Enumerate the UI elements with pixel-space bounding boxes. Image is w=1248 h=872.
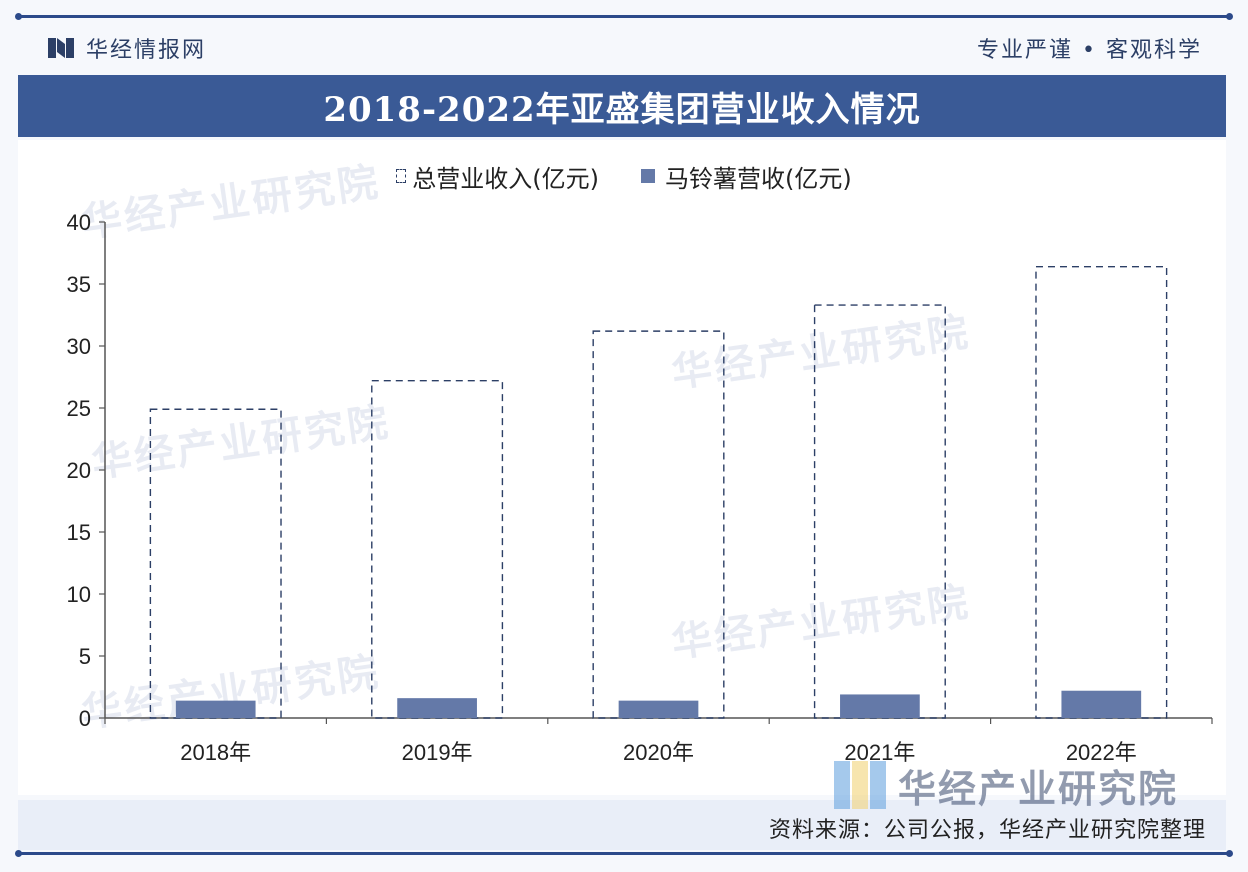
brand: 华经情报网 [48,32,206,64]
x-tick-label: 2019年 [402,740,473,765]
chart-title: 2018-2022年亚盛集团营业收入情况 [323,89,921,130]
x-tick-label: 2022年 [1066,740,1137,765]
y-tick-label: 10 [67,582,91,607]
plot-area [18,140,1226,795]
source-note: 资料来源：公司公报，华经产业研究院整理 [768,818,1206,843]
bar-potato-revenue [840,694,920,718]
top-rule [15,13,1233,20]
legend-item-potato: 马铃薯营收(亿元) [641,159,852,194]
y-tick-label: 25 [67,396,91,421]
x-tick-label: 2020年 [623,740,694,765]
footer-band [18,800,1226,850]
bar-potato-revenue [618,700,699,718]
x-tick-label: 2021年 [844,740,915,765]
bar-total-revenue [592,330,725,719]
watermark-logo-text: 华经产业研究院 [898,766,1179,811]
y-tick-label: 5 [79,644,91,669]
legend-item-total: 总营业收入(亿元) [396,159,599,194]
brand-name: 华经情报网 [86,38,207,63]
y-tick-label: 40 [67,210,91,235]
bar-total-revenue [1035,265,1168,719]
legend-label-total: 总营业收入(亿元) [412,164,599,193]
legend-swatch-dashed [396,169,407,183]
y-tick-label: 30 [67,334,91,359]
slogan: 专业严谨 • 客观科学 [977,38,1202,63]
bar-total-revenue [371,380,504,719]
y-tick-label: 15 [67,520,91,545]
y-tick-label: 0 [79,706,91,731]
title-band: 2018-2022年亚盛集团营业收入情况 [18,75,1226,137]
bar-total-revenue [813,304,946,719]
brand-logo-icon [48,38,74,58]
watermark-logo-icon [834,761,886,809]
legend-swatch-solid [641,169,655,183]
bottom-rule [15,850,1233,857]
y-tick-label: 20 [67,458,91,483]
legend: 总营业收入(亿元) 马铃薯营收(亿元) [0,158,1248,194]
watermark-logo: 华经产业研究院 [830,755,1178,815]
bar-total-revenue [149,408,282,719]
bar-potato-revenue [397,698,477,718]
bar-potato-revenue [175,700,256,718]
bar-potato-revenue [1061,690,1142,718]
x-tick-label: 2018年 [180,740,251,765]
header: 华经情报网 专业严谨 • 客观科学 [18,20,1230,72]
y-tick-label: 35 [67,272,91,297]
legend-label-potato: 马铃薯营收(亿元) [665,164,852,193]
